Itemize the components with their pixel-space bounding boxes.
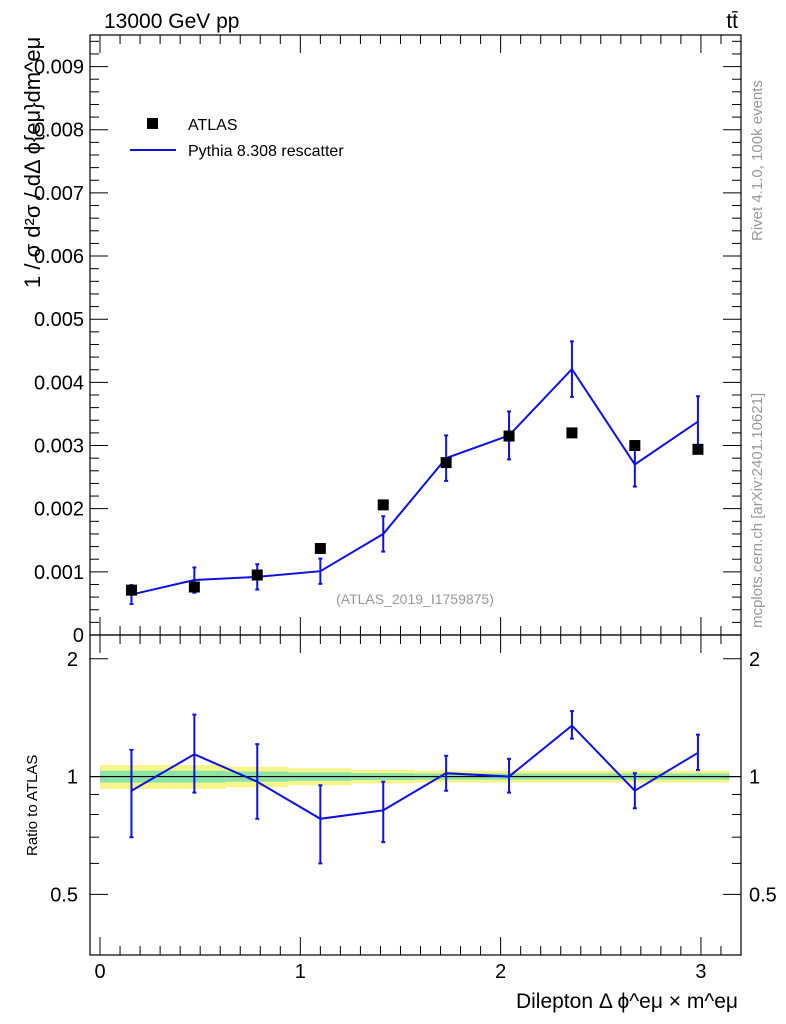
mcplots-label: mcplots.cern.ch [arXiv:2401.10621] [749, 393, 766, 628]
ratio-axis-ticks [90, 635, 742, 955]
x-axis-label: Dilepton Δ ϕ^eμ × m^eμ [516, 990, 738, 1013]
atlas-data-point [251, 569, 263, 581]
main-y-tick-label: 0.001 [34, 562, 84, 584]
atlas-data-point [440, 457, 452, 469]
ratio-y-tick-label-left: 0.5 [50, 884, 78, 906]
ratio-y-tick-label-right: 0.5 [749, 884, 777, 906]
main-y-tick-label: 0.008 [34, 120, 84, 142]
ratio-frame [89, 634, 742, 956]
atlas-data-point [188, 581, 200, 593]
x-tick-label: 1 [295, 961, 306, 983]
x-tick-labels: 0 1 2 3 [94, 961, 706, 983]
mc-line-main [131, 367, 699, 596]
atlas-data-point [314, 542, 326, 554]
main-y-tick-label: 0.005 [34, 309, 84, 331]
atlas-data-point [692, 443, 704, 455]
x-tick-label: 3 [695, 961, 706, 983]
legend: ATLAS Pythia 8.308 rescatter [130, 117, 344, 160]
main-y-tick-label: 0.009 [34, 57, 84, 79]
ratio-y-tick-label-left: 1 [67, 767, 78, 789]
main-y-axis-label: 1 / σ d²σ / dΔ ϕ{eμ}dm^eμ [20, 37, 45, 288]
ratio-y-tick-label-right: 2 [749, 649, 760, 671]
energy-label: 13000 GeV pp [104, 10, 239, 33]
mc-series-ratio [129, 710, 700, 865]
x-tick-label: 2 [495, 961, 506, 983]
legend-atlas-marker [147, 118, 158, 129]
main-y-tick-label: 0 [73, 625, 84, 647]
ratio-y-axis-label: Ratio to ATLAS [24, 755, 41, 856]
main-y-tick-label: 0.002 [34, 499, 84, 521]
atlas-data-point [566, 427, 578, 439]
analysis-id: (ATLAS_2019_I1759875) [336, 591, 494, 607]
atlas-data-point [629, 440, 641, 452]
main-y-tick-label: 0.003 [34, 436, 84, 458]
ratio-y-tick-label-right: 1 [749, 767, 760, 789]
main-y-tick-label: 0.007 [34, 183, 84, 205]
atlas-data-point [503, 430, 515, 442]
rivet-label: Rivet 4.1.0, 100k events [749, 80, 766, 241]
ratio-y-tick-label-left: 2 [67, 649, 78, 671]
process-label: tt̄ [726, 10, 738, 33]
main-y-tick-labels: 0 0.001 0.002 0.003 0.004 0.005 0.006 0.007 0.00… [34, 57, 84, 647]
main-y-tick-label: 0.006 [34, 246, 84, 268]
ratio-panel: 0.5 0.5 1 1 2 2 0 1 2 3 Ratio to ATLAS Dilepton … [24, 634, 777, 1013]
main-axis-ticks [90, 35, 742, 636]
main-panel: 0 0.001 0.002 0.003 0.004 0.005 0.006 0.007 0.00… [20, 34, 742, 647]
atlas-data-series [125, 427, 704, 596]
atlas-data-point [377, 499, 389, 511]
main-y-tick-label: 0.004 [34, 372, 84, 394]
ratio-y-tick-labels: 0.5 0.5 1 1 2 2 [50, 649, 777, 907]
x-tick-label: 0 [94, 961, 105, 983]
atlas-data-point [125, 584, 137, 596]
legend-pythia-label: Pythia 8.308 rescatter [188, 143, 344, 160]
mc-series-main [129, 340, 700, 606]
mc-line-ratio [130, 724, 699, 820]
legend-atlas-label: ATLAS [188, 117, 238, 134]
